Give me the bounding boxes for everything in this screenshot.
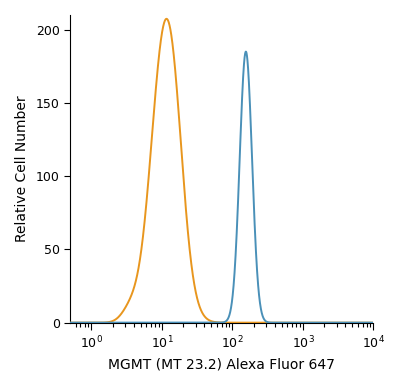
X-axis label: MGMT (MT 23.2) Alexa Fluor 647: MGMT (MT 23.2) Alexa Fluor 647 bbox=[108, 358, 335, 372]
Y-axis label: Relative Cell Number: Relative Cell Number bbox=[15, 96, 29, 242]
